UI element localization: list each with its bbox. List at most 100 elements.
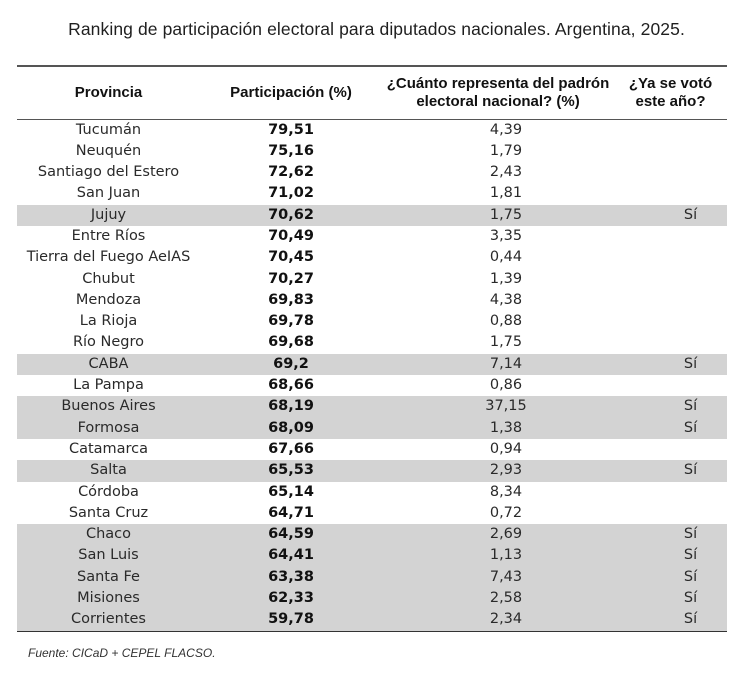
cell-participacion: 68,66 — [268, 377, 314, 394]
cell-participacion: 72,62 — [268, 164, 314, 181]
header-padron-line1: ¿Cuánto representa del padrón — [386, 74, 610, 92]
table-row: Mendoza 69,83 4,38 — [17, 290, 727, 311]
table-row: Jujuy 70,62 1,75 Sí — [17, 204, 727, 226]
cell-participacion: 75,16 — [268, 142, 314, 159]
cell-padron: 2,58 — [489, 590, 523, 607]
cell-provincia: Santa Fe — [77, 568, 140, 585]
table-row: CABA 69,2 7,14 Sí — [17, 353, 727, 376]
cell-ya-voto: Sí — [683, 590, 698, 607]
bottom-rule — [17, 630, 727, 633]
cell-padron: 1,13 — [489, 547, 523, 564]
cell-provincia: San Luis — [78, 547, 139, 564]
cell-provincia: Santa Cruz — [68, 504, 149, 521]
cell-provincia: Tucumán — [75, 121, 142, 138]
cell-ya-voto: Sí — [683, 611, 698, 628]
table-row: Chubut 70,27 1,39 — [17, 269, 727, 290]
cell-provincia: Catamarca — [68, 440, 149, 457]
cell-provincia: Salta — [90, 462, 127, 479]
cell-participacion: 71,02 — [268, 185, 314, 202]
cell-participacion: 69,68 — [268, 334, 314, 351]
cell-padron: 0,94 — [489, 440, 523, 457]
cell-participacion: 62,33 — [268, 590, 314, 607]
cell-provincia: CABA — [88, 355, 129, 372]
table-row: Catamarca 67,66 0,94 — [17, 439, 727, 460]
header-ya-voto: ¿Ya se votó este año? — [614, 75, 727, 111]
cell-padron: 1,38 — [489, 419, 523, 436]
cell-provincia: Mendoza — [75, 291, 142, 308]
cell-participacion: 69,83 — [268, 291, 314, 308]
cell-padron: 4,39 — [489, 121, 523, 138]
cell-provincia: La Pampa — [73, 377, 144, 394]
cell-participacion: 70,45 — [268, 249, 314, 266]
cell-ya-voto: Sí — [683, 568, 698, 585]
table-row: Santa Fe 63,38 7,43 Sí — [17, 566, 727, 589]
cell-padron: 3,35 — [489, 227, 523, 244]
cell-padron: 7,14 — [489, 355, 523, 372]
table-row: Chaco 64,59 2,69 Sí — [17, 524, 727, 546]
cell-padron: 2,69 — [489, 526, 523, 543]
cell-padron: 8,34 — [489, 483, 523, 500]
cell-provincia: Jujuy — [90, 206, 127, 223]
table-row: Entre Ríos 70,49 3,35 — [17, 226, 727, 247]
cell-padron: 1,39 — [489, 270, 523, 287]
cell-provincia: Formosa — [77, 419, 140, 436]
header-participacion: Participación (%) — [230, 83, 352, 101]
cell-ya-voto: Sí — [683, 419, 698, 436]
cell-provincia: Tierra del Fuego AeIAS — [26, 249, 191, 266]
cell-padron: 1,75 — [489, 206, 523, 223]
table-row: Tierra del Fuego AeIAS 70,45 0,44 — [17, 247, 727, 268]
cell-padron: 2,43 — [489, 164, 523, 181]
cell-participacion: 65,14 — [268, 483, 314, 500]
cell-provincia: Entre Ríos — [71, 227, 146, 244]
header-padron: ¿Cuánto representa del padrón electoral … — [382, 75, 614, 111]
cell-provincia: San Juan — [76, 185, 141, 202]
cell-participacion: 69,2 — [273, 355, 309, 372]
source-note: Fuente: CICaD + CEPEL FLACSO. — [28, 646, 216, 660]
table-header: Provincia Participación (%) ¿Cuánto repr… — [17, 67, 727, 120]
cell-ya-voto: Sí — [683, 462, 698, 479]
table-row: Tucumán 79,51 4,39 — [17, 120, 727, 141]
cell-padron: 4,38 — [489, 291, 523, 308]
cell-ya-voto: Sí — [683, 206, 698, 223]
cell-padron: 0,44 — [489, 249, 523, 266]
table-row: La Pampa 68,66 0,86 — [17, 375, 727, 396]
cell-padron: 7,43 — [489, 568, 523, 585]
table-title: Ranking de participación electoral para … — [68, 19, 685, 39]
header-padron-line2: electoral nacional? (%) — [416, 92, 580, 110]
table-row: Río Negro 69,68 1,75 — [17, 332, 727, 353]
table-row: Santiago del Estero 72,62 2,43 — [17, 162, 727, 183]
cell-participacion: 69,78 — [268, 313, 314, 330]
cell-ya-voto: Sí — [683, 355, 698, 372]
cell-padron: 2,93 — [489, 462, 523, 479]
top-rule — [17, 65, 727, 67]
cell-participacion: 68,19 — [268, 398, 314, 415]
cell-participacion: 64,71 — [268, 504, 314, 521]
table-row: Neuquén 75,16 1,79 — [17, 141, 727, 162]
cell-padron: 1,81 — [489, 185, 523, 202]
table-row: Buenos Aires 68,19 37,15 Sí — [17, 396, 727, 418]
table-row: San Luis 64,41 1,13 Sí — [17, 545, 727, 567]
header-ya-voto-line2: este año? — [635, 92, 706, 110]
table-row: San Juan 71,02 1,81 — [17, 183, 727, 204]
cell-participacion: 63,38 — [268, 568, 314, 585]
cell-provincia: Río Negro — [72, 334, 145, 351]
table-row: Corrientes 59,78 2,34 Sí — [17, 609, 727, 631]
cell-provincia: Santiago del Estero — [37, 164, 180, 181]
cell-participacion: 64,59 — [268, 526, 314, 543]
table-row: Santa Cruz 64,71 0,72 — [17, 503, 727, 524]
cell-padron: 1,79 — [489, 142, 523, 159]
cell-padron: 0,72 — [489, 504, 523, 521]
cell-provincia: Buenos Aires — [61, 398, 156, 415]
cell-padron: 37,15 — [485, 398, 527, 415]
header-provincia: Provincia — [74, 83, 143, 101]
cell-provincia: Chaco — [85, 526, 132, 543]
cell-padron: 2,34 — [489, 611, 523, 628]
cell-provincia: La Rioja — [79, 313, 138, 330]
cell-padron: 0,86 — [489, 377, 523, 394]
cell-participacion: 70,27 — [268, 270, 314, 287]
participation-table: Provincia Participación (%) ¿Cuánto repr… — [17, 65, 727, 633]
cell-participacion: 65,53 — [268, 462, 314, 479]
cell-provincia: Neuquén — [75, 142, 142, 159]
cell-provincia: Córdoba — [78, 483, 139, 500]
table-row: Córdoba 65,14 8,34 — [17, 482, 727, 503]
